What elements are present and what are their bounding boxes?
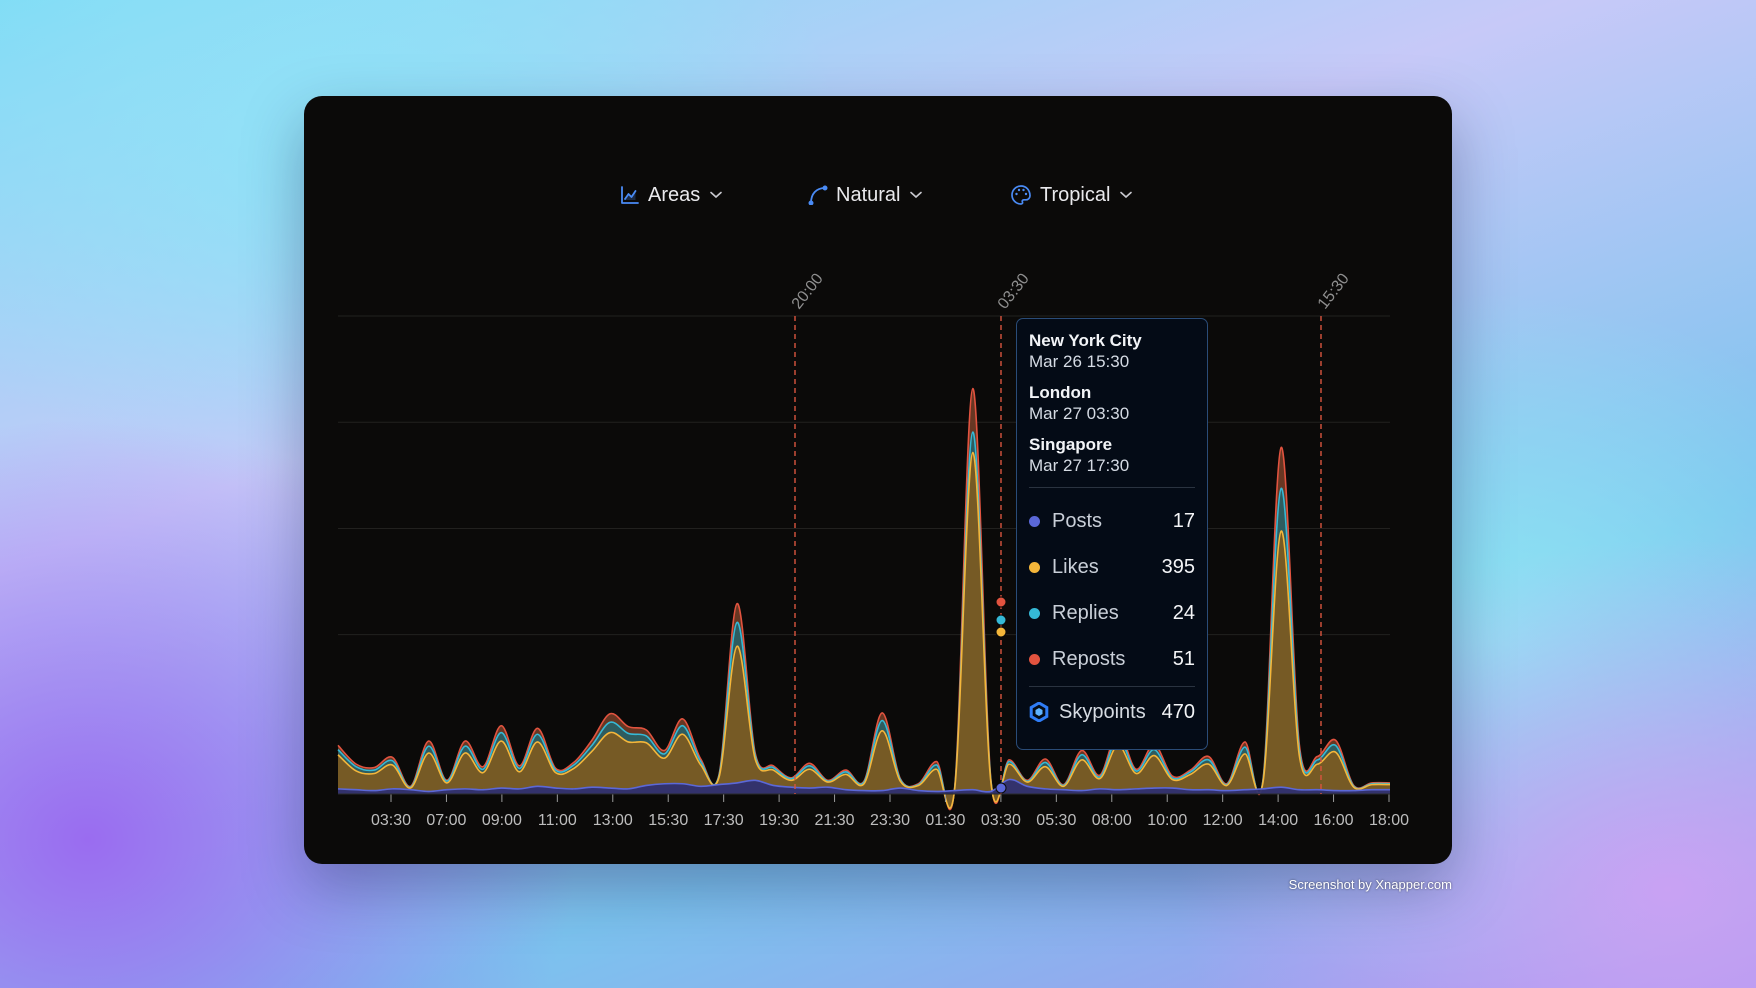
curve-dropdown[interactable]: Natural <box>808 180 923 210</box>
tooltip-city: London <box>1029 383 1092 402</box>
area-likes <box>338 452 1390 809</box>
tooltip-row-label: Posts <box>1052 509 1103 532</box>
line-replies <box>337 431 1391 809</box>
tooltip-row-replies: Replies 24 <box>1029 590 1195 636</box>
line-posts <box>337 778 1391 793</box>
series-dot-icon <box>1029 515 1040 527</box>
tooltip-location-ny: New York City Mar 26 15:30 <box>1029 331 1195 373</box>
tooltip-total-row: Skypoints 470 <box>1029 691 1195 733</box>
marker-label: 03:30 <box>995 270 1033 312</box>
tooltip-row-posts: Posts 17 <box>1029 498 1195 544</box>
series-dot-icon <box>1029 607 1040 619</box>
palette-label: Tropical <box>1040 183 1111 206</box>
tooltip-total-value: 470 <box>1161 700 1195 723</box>
tooltip-row-label: Likes <box>1052 555 1099 578</box>
tooltip-row-value: 51 <box>1172 647 1195 670</box>
area-chart-icon <box>620 185 640 205</box>
series-dot-icon <box>1029 653 1040 665</box>
palette-icon <box>1010 184 1032 206</box>
tooltip-total-label: Skypoints <box>1059 700 1146 723</box>
x-tick-label: 09:00 <box>482 812 522 829</box>
x-tick-label: 12:00 <box>1203 812 1243 829</box>
hover-point <box>995 614 1007 626</box>
x-tick-label: 05:30 <box>1036 812 1076 829</box>
tooltip-row-value: 17 <box>1172 509 1195 532</box>
series-dot-icon <box>1029 561 1040 573</box>
tooltip-row-label: Replies <box>1052 601 1119 624</box>
tooltip-time: Mar 26 15:30 <box>1029 352 1130 371</box>
screenshot-credit: Screenshot by Xnapper.com <box>1288 877 1452 892</box>
chart-type-dropdown[interactable]: Areas <box>620 180 723 210</box>
hover-point <box>995 596 1007 608</box>
x-tick-label: 13:00 <box>593 812 633 829</box>
tooltip-row-value: 24 <box>1172 601 1195 624</box>
marker-label: 20:00 <box>789 270 827 312</box>
x-tick-label: 01:30 <box>925 812 965 829</box>
x-tick-label: 17:30 <box>704 812 744 829</box>
tooltip-city: New York City <box>1029 331 1142 350</box>
tooltip-row-reposts: Reposts 51 <box>1029 636 1195 682</box>
tooltip-row-label: Reposts <box>1052 647 1126 670</box>
skypoints-logo-icon <box>1029 702 1049 722</box>
tooltip-divider <box>1029 686 1195 687</box>
tooltip-city: Singapore <box>1029 435 1113 454</box>
x-tick-label: 21:30 <box>815 812 855 829</box>
x-tick-label: 16:00 <box>1314 812 1354 829</box>
chevron-down-icon <box>910 191 923 199</box>
area-posts <box>338 779 1390 794</box>
x-tick-label: 11:00 <box>538 812 577 829</box>
x-tick-label: 19:30 <box>759 812 799 829</box>
tooltip-divider <box>1029 487 1195 488</box>
tooltip-row-likes: Likes 395 <box>1029 544 1195 590</box>
tooltip-location-london: London Mar 27 03:30 <box>1029 383 1195 425</box>
chart-tooltip: New York City Mar 26 15:30 London Mar 27… <box>1016 318 1208 750</box>
x-tick-label: 23:30 <box>870 812 910 829</box>
line-likes <box>337 451 1391 809</box>
tooltip-time: Mar 27 17:30 <box>1029 456 1130 475</box>
x-tick-label: 10:00 <box>1147 812 1187 829</box>
x-tick-label: 15:30 <box>648 812 688 829</box>
tooltip-location-singapore: Singapore Mar 27 17:30 <box>1029 435 1195 477</box>
chart-type-label: Areas <box>648 183 701 206</box>
x-tick-label: 07:00 <box>426 812 466 829</box>
tooltip-row-value: 395 <box>1161 555 1195 578</box>
x-tick-label: 03:30 <box>371 812 411 829</box>
marker-label: 15:30 <box>1315 270 1353 312</box>
palette-dropdown[interactable]: Tropical <box>1010 180 1133 210</box>
tooltip-time: Mar 27 03:30 <box>1029 404 1130 423</box>
chevron-down-icon <box>710 191 723 199</box>
x-tick-label: 03:30 <box>981 812 1021 829</box>
chevron-down-icon <box>1120 191 1133 199</box>
curve-icon <box>808 185 828 205</box>
chart-toolbar: Areas Natural <box>304 180 1452 210</box>
x-tick-label: 14:00 <box>1258 812 1298 829</box>
curve-label: Natural <box>836 183 901 206</box>
hover-point <box>995 626 1007 638</box>
x-tick-label: 08:00 <box>1092 812 1132 829</box>
chart-card: Areas Natural <box>304 96 1452 864</box>
stacked-area-chart[interactable]: 03:30 07:00 09:00 11:00 13:00 15:30 17:30 19:30… <box>304 96 1452 864</box>
hover-point <box>995 782 1007 794</box>
x-tick-label: 18:00 <box>1369 812 1409 829</box>
